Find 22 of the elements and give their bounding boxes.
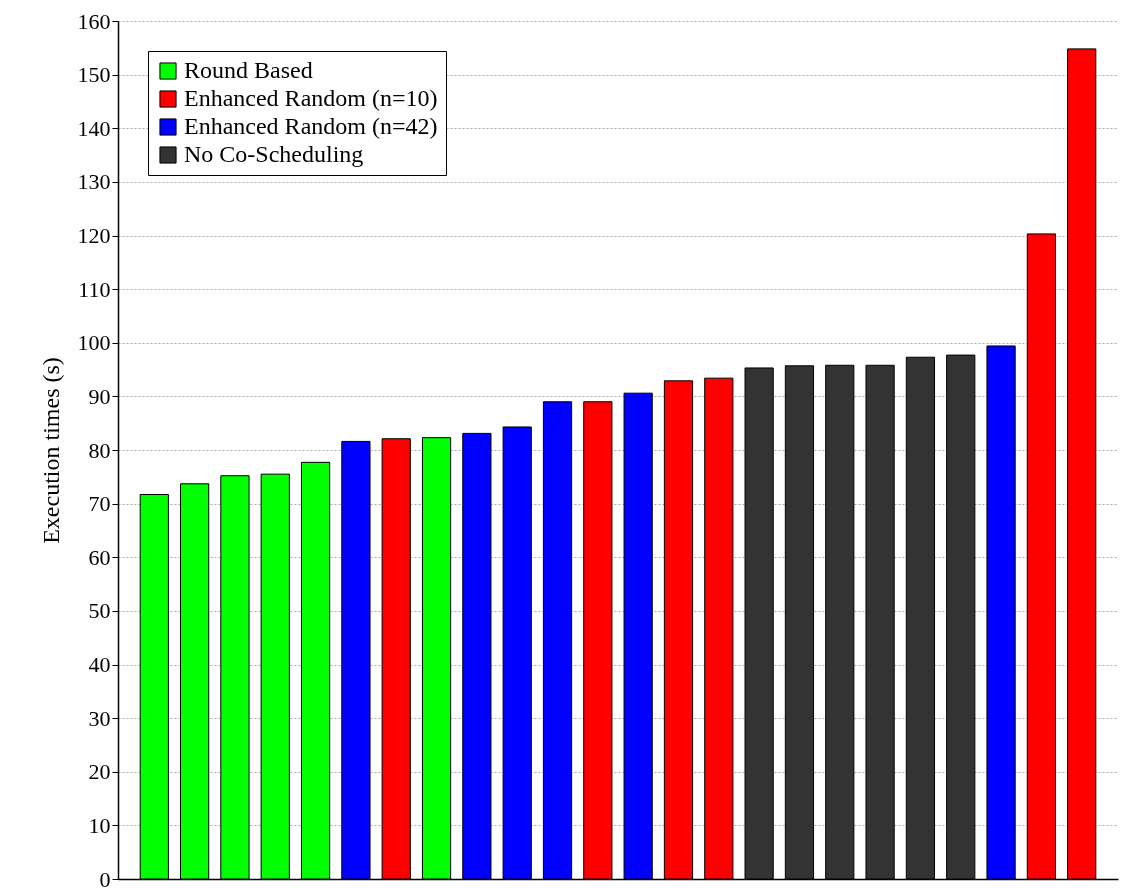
y-tick-label: 130 (77, 169, 111, 195)
y-tick-label: 40 (88, 652, 111, 677)
y-axis-title: Execution times (s) (37, 357, 64, 544)
legend-label: Enhanced Random (n=42) (184, 113, 438, 139)
y-tick-label: 0 (99, 866, 111, 891)
y-tick-label: 20 (88, 759, 111, 785)
legend-label: Enhanced Random (n=10) (184, 85, 438, 111)
legend-label: Round Based (184, 57, 313, 83)
legend-label: No Co-Scheduling (184, 141, 364, 167)
y-tick-label: 10 (88, 812, 111, 838)
y-tick-label: 90 (88, 383, 111, 409)
y-tick-label: 100 (77, 330, 111, 356)
y-tick-label: 140 (77, 115, 111, 141)
y-tick-label: 120 (77, 223, 111, 248)
y-tick-label: 80 (88, 437, 111, 463)
y-tick-label: 50 (88, 598, 111, 624)
y-tick-label: 60 (88, 544, 111, 570)
y-tick-label: 160 (77, 8, 111, 34)
y-tick-label: 30 (88, 705, 111, 731)
y-tick-label: 70 (88, 491, 111, 517)
y-tick-label: 110 (78, 276, 111, 302)
y-tick-label: 150 (77, 62, 111, 88)
